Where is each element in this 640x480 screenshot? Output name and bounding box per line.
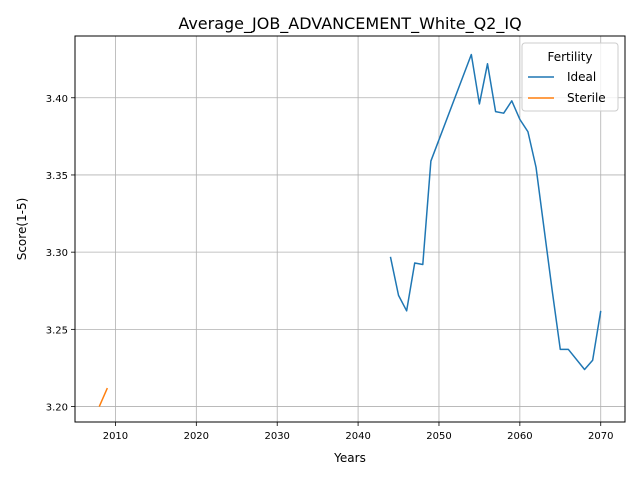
legend-title: Fertility bbox=[547, 50, 592, 64]
y-tick-label: 3.35 bbox=[46, 171, 68, 182]
grid bbox=[75, 36, 625, 422]
legend-box bbox=[521, 42, 619, 112]
series-lines bbox=[98, 53, 602, 407]
x-tick-label: 2040 bbox=[345, 431, 370, 442]
series-line-sterile bbox=[98, 387, 109, 407]
legend-label-ideal: Ideal bbox=[567, 70, 596, 84]
plot-frame bbox=[74, 35, 626, 423]
chart-title: Average_JOB_ADVANCEMENT_White_Q2_IQ bbox=[178, 14, 521, 34]
x-tick-label: 2050 bbox=[426, 431, 451, 442]
x-axis-ticks: 2010 2020 2030 2040 2050 2060 2070 bbox=[103, 422, 613, 442]
x-tick-label: 2060 bbox=[507, 431, 532, 442]
y-tick-label: 3.25 bbox=[46, 325, 68, 336]
y-tick-label: 3.20 bbox=[46, 403, 68, 414]
legend: Fertility Ideal Sterile bbox=[521, 42, 619, 112]
x-tick-label: 2030 bbox=[264, 431, 289, 442]
legend-label-sterile: Sterile bbox=[567, 91, 606, 105]
x-tick-label: 2020 bbox=[184, 431, 209, 442]
y-axis-label: Score(1-5) bbox=[15, 198, 29, 261]
x-axis-label: Years bbox=[333, 451, 366, 465]
x-tick-label: 2010 bbox=[103, 431, 128, 442]
series-line-ideal bbox=[389, 53, 602, 371]
y-tick-label: 3.40 bbox=[46, 94, 68, 105]
y-axis-ticks: 3.20 3.25 3.30 3.35 3.40 bbox=[46, 94, 75, 414]
x-tick-label: 2070 bbox=[588, 431, 613, 442]
y-tick-label: 3.30 bbox=[46, 248, 68, 259]
